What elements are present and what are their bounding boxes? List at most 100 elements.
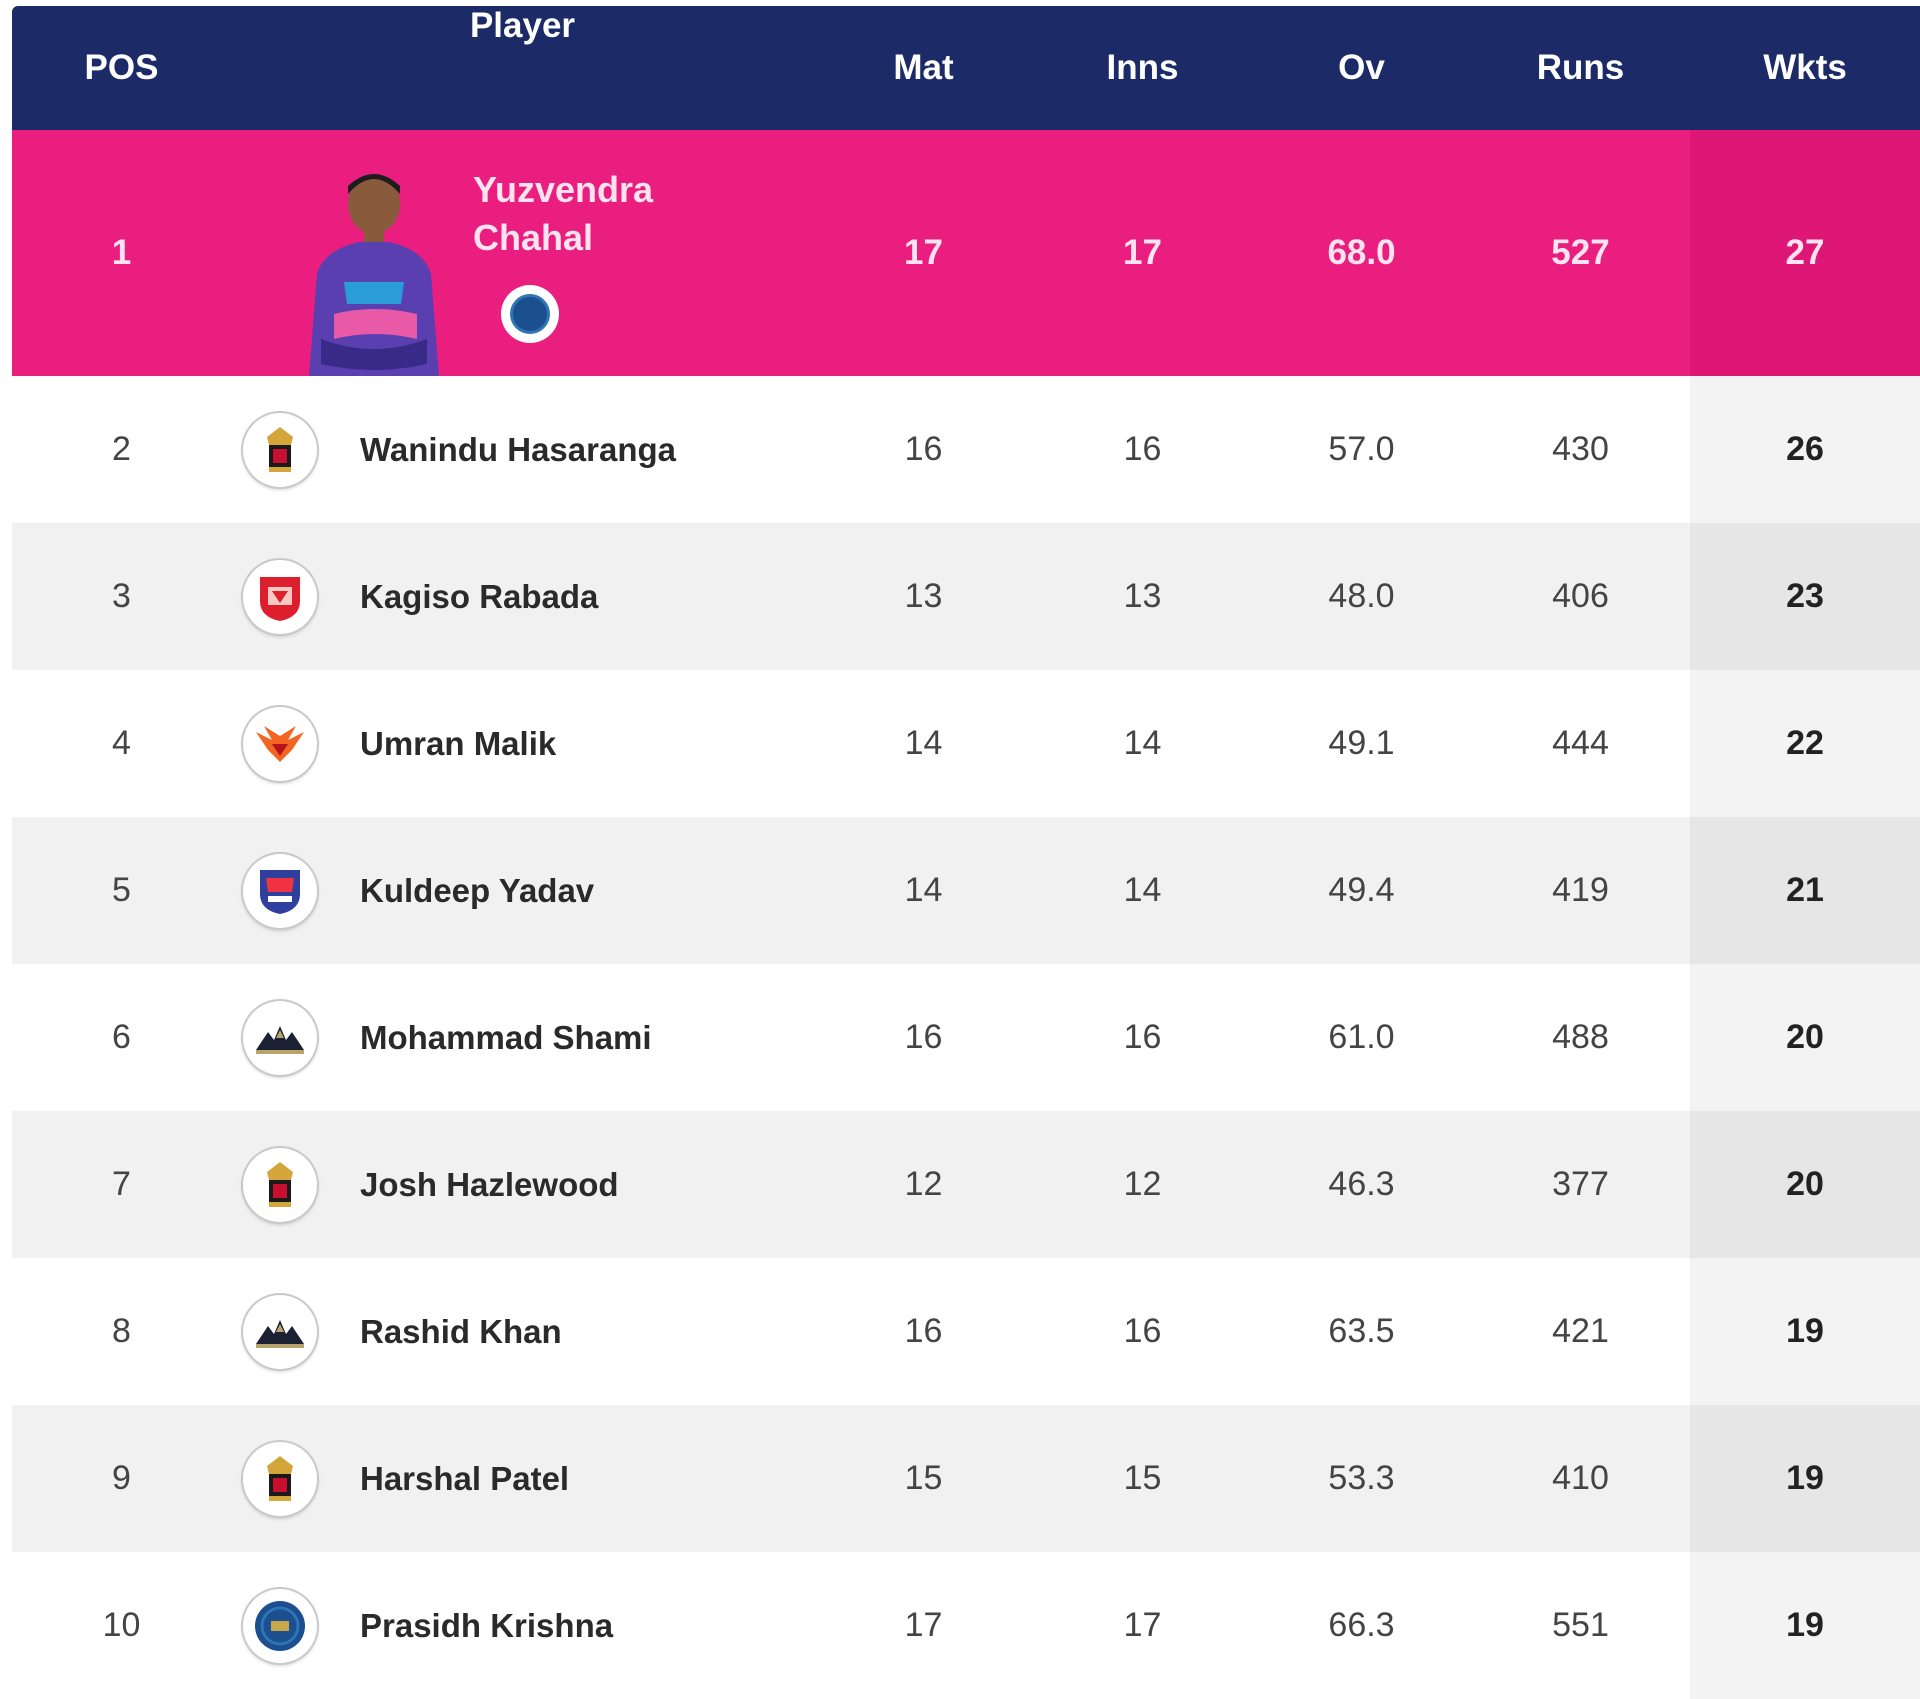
delhi-capitals-logo-icon	[243, 853, 317, 928]
row-ov: 49.4	[1328, 871, 1395, 909]
table-row[interactable]: 6 Mohammad Shami 16 16 61.0 488 20	[12, 964, 1920, 1111]
row-player-cell: Prasidh Krishna	[231, 1552, 814, 1699]
player-name[interactable]: Harshal Patel	[360, 1459, 570, 1497]
row-pos: 7	[112, 1165, 131, 1203]
header-pos[interactable]: POS	[84, 48, 159, 87]
row-wkts: 23	[1690, 523, 1920, 670]
most-wickets-table: POS Player Mat Inns Ov Runs Wkts 1 Yuzve…	[12, 6, 1920, 1699]
player-name[interactable]: Wanindu Hasaranga	[360, 430, 676, 468]
row-inns: 16	[1123, 430, 1162, 468]
header-player[interactable]: Player	[469, 6, 576, 45]
row-ov: 46.3	[1328, 1165, 1395, 1203]
rcb-logo-icon	[243, 1441, 317, 1516]
player-name[interactable]: Mohammad Shami	[360, 1018, 652, 1056]
row-inns: 14	[1123, 724, 1162, 762]
row-runs: 551	[1552, 1606, 1609, 1644]
row-inns: 12	[1123, 1165, 1162, 1203]
row-ov: 57.0	[1328, 430, 1395, 468]
table-row[interactable]: 2 Wanindu Hasaranga 16 16 57.0 430 26	[12, 376, 1920, 523]
leader-player-cell: Yuzvendra Chahal	[231, 130, 814, 376]
player-photo	[309, 174, 439, 376]
row-ov: 48.0	[1328, 577, 1395, 615]
row-runs: 488	[1552, 1018, 1609, 1056]
player-name[interactable]: Umran Malik	[360, 724, 557, 762]
row-pos: 3	[112, 577, 131, 615]
row-pos: 10	[102, 1606, 141, 1644]
table-row[interactable]: 10 Prasidh Krishna 17 17 66.3 551 19	[12, 1552, 1920, 1699]
row-player-cell: Josh Hazlewood	[231, 1111, 814, 1258]
table-row[interactable]: 7 Josh Hazlewood 12 12 46.3 377 20	[12, 1111, 1920, 1258]
row-inns: 13	[1123, 577, 1162, 615]
row-mat: 14	[904, 871, 943, 909]
sunrisers-logo-icon	[243, 706, 317, 781]
row-player-cell: Umran Malik	[231, 670, 814, 817]
header-ov[interactable]: Ov	[1338, 48, 1385, 87]
leader-name[interactable]: Yuzvendra Chahal	[473, 166, 793, 262]
header-wkts[interactable]: Wkts	[1763, 48, 1847, 87]
table-row[interactable]: 4 Umran Malik 14 14 49.1 444 22	[12, 670, 1920, 817]
row-pos: 8	[112, 1312, 131, 1350]
row-pos: 2	[112, 430, 131, 468]
row-ov: 66.3	[1328, 1606, 1395, 1644]
row-wkts: 26	[1690, 376, 1920, 523]
row-mat: 12	[904, 1165, 943, 1203]
rajasthan-royals-logo-icon	[243, 1588, 317, 1663]
rcb-logo-icon	[243, 412, 317, 487]
row-player-cell: Kagiso Rabada	[231, 523, 814, 670]
row-player-cell: Rashid Khan	[231, 1258, 814, 1405]
row-wkts: 19	[1690, 1552, 1920, 1699]
leader-name-line1: Yuzvendra	[473, 169, 654, 210]
leader-runs: 527	[1551, 233, 1610, 272]
row-ov: 49.1	[1328, 724, 1395, 762]
table-header: POS Player Mat Inns Ov Runs Wkts	[12, 6, 1920, 130]
player-name[interactable]: Rashid Khan	[360, 1312, 562, 1350]
player-name[interactable]: Kuldeep Yadav	[360, 871, 595, 909]
row-inns: 14	[1123, 871, 1162, 909]
row-pos: 6	[112, 1018, 131, 1056]
header-runs[interactable]: Runs	[1536, 48, 1625, 87]
rajasthan-royals-badge-icon	[501, 285, 559, 343]
punjab-kings-logo-icon	[243, 559, 317, 634]
row-ov: 53.3	[1328, 1459, 1395, 1497]
row-runs: 444	[1552, 724, 1609, 762]
header-inns[interactable]: Inns	[1106, 48, 1179, 87]
row-runs: 377	[1552, 1165, 1609, 1203]
player-name[interactable]: Josh Hazlewood	[360, 1165, 619, 1203]
rcb-logo-icon	[243, 1147, 317, 1222]
player-name[interactable]: Kagiso Rabada	[360, 577, 599, 615]
row-mat: 14	[904, 724, 943, 762]
row-wkts: 21	[1690, 817, 1920, 964]
row-player-cell: Wanindu Hasaranga	[231, 376, 814, 523]
row-player-cell: Mohammad Shami	[231, 964, 814, 1111]
header-mat[interactable]: Mat	[893, 48, 954, 87]
row-player-cell: Kuldeep Yadav	[231, 817, 814, 964]
row-mat: 16	[904, 430, 943, 468]
row-mat: 15	[904, 1459, 943, 1497]
gujarat-titans-logo-icon	[243, 1294, 317, 1369]
row-pos: 4	[112, 724, 131, 762]
leader-name-line2: Chahal	[473, 217, 594, 258]
row-runs: 410	[1552, 1459, 1609, 1497]
table-row[interactable]: 8 Rashid Khan 16 16 63.5 421 19	[12, 1258, 1920, 1405]
row-inns: 16	[1123, 1312, 1162, 1350]
row-wkts: 20	[1690, 964, 1920, 1111]
row-mat: 16	[904, 1018, 943, 1056]
leader-row[interactable]: 1 Yuzvendra Chahal 17 17 68.0 527 27	[12, 130, 1920, 376]
row-player-cell: Harshal Patel	[231, 1405, 814, 1552]
row-runs: 406	[1552, 577, 1609, 615]
table-row[interactable]: 5 Kuldeep Yadav 14 14 49.4 419 21	[12, 817, 1920, 964]
leader-ov: 68.0	[1327, 233, 1396, 272]
leader-pos: 1	[111, 233, 132, 272]
row-wkts: 22	[1690, 670, 1920, 817]
player-name[interactable]: Prasidh Krishna	[360, 1606, 614, 1644]
row-mat: 17	[904, 1606, 943, 1644]
table-row[interactable]: 9 Harshal Patel 15 15 53.3 410 19	[12, 1405, 1920, 1552]
row-mat: 16	[904, 1312, 943, 1350]
row-ov: 63.5	[1328, 1312, 1395, 1350]
leader-mat: 17	[904, 233, 943, 272]
leader-wkts: 27	[1690, 130, 1920, 376]
gujarat-titans-logo-icon	[243, 1000, 317, 1075]
table-row[interactable]: 3 Kagiso Rabada 13 13 48.0 406 23	[12, 523, 1920, 670]
row-inns: 16	[1123, 1018, 1162, 1056]
row-wkts: 19	[1690, 1258, 1920, 1405]
